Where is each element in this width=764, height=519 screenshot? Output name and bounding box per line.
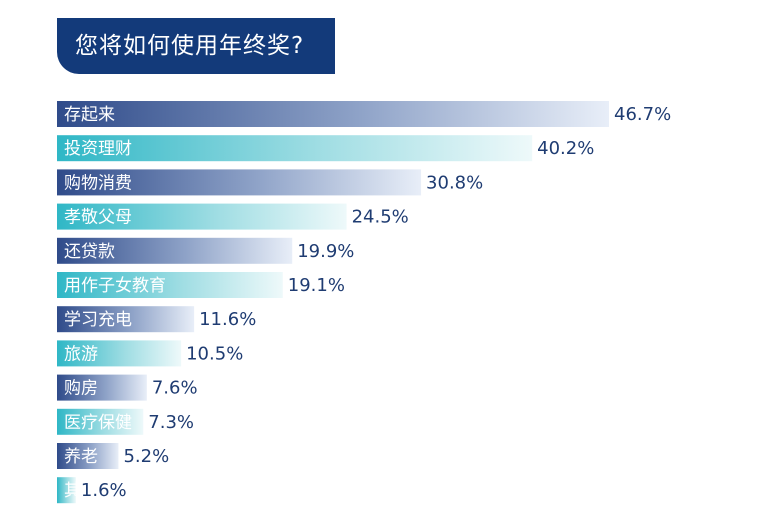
bar-value-label: 24.5% xyxy=(352,207,409,228)
bar-value-label: 40.2% xyxy=(537,138,594,159)
bar-5 xyxy=(57,272,283,298)
bar-4 xyxy=(57,237,293,264)
bar-value-label: 1.6% xyxy=(81,480,127,501)
bar-8 xyxy=(57,374,147,401)
bar-6 xyxy=(57,306,195,333)
bar-11 xyxy=(57,477,76,504)
bar-value-label: 46.7% xyxy=(614,104,671,125)
bar-category-label: 医疗保健 xyxy=(64,413,132,433)
bar-category-label: 旅游 xyxy=(64,344,98,364)
bar-category-label: 养老 xyxy=(64,447,98,467)
bar-category-label: 孝敬父母 xyxy=(64,208,132,228)
bar-value-label: 10.5% xyxy=(186,343,243,364)
bar-value-label: 7.3% xyxy=(148,412,194,433)
bar-3 xyxy=(57,203,347,230)
bar-value-label: 19.1% xyxy=(288,275,345,296)
bar-1 xyxy=(57,135,533,162)
bar-category-label: 还贷款 xyxy=(64,242,115,262)
bar-7 xyxy=(57,340,182,367)
bar-10 xyxy=(57,443,119,469)
bar-category-label: 存起来 xyxy=(64,105,115,125)
chart-title: 您将如何使用年终奖? xyxy=(75,33,305,59)
bar-2 xyxy=(57,169,422,196)
chart-title-tab: 您将如何使用年终奖? xyxy=(57,18,335,74)
bar-value-label: 30.8% xyxy=(426,172,483,193)
bar-value-label: 19.9% xyxy=(297,241,354,262)
bar-category-label: 学习充电 xyxy=(64,310,132,330)
bar-category-label: 购房 xyxy=(64,379,98,399)
bar-value-label: 11.6% xyxy=(199,309,256,330)
bar-category-label: 投资理财 xyxy=(64,139,132,159)
bar-0 xyxy=(57,101,609,127)
bar-category-label: 购物消费 xyxy=(64,173,132,193)
bar-category-label: 用作子女教育 xyxy=(64,276,166,296)
bar-value-label: 5.2% xyxy=(123,446,169,467)
bar-9 xyxy=(57,408,144,435)
bar-value-label: 7.6% xyxy=(152,378,198,399)
bar-category-label: 其他 xyxy=(64,481,98,501)
